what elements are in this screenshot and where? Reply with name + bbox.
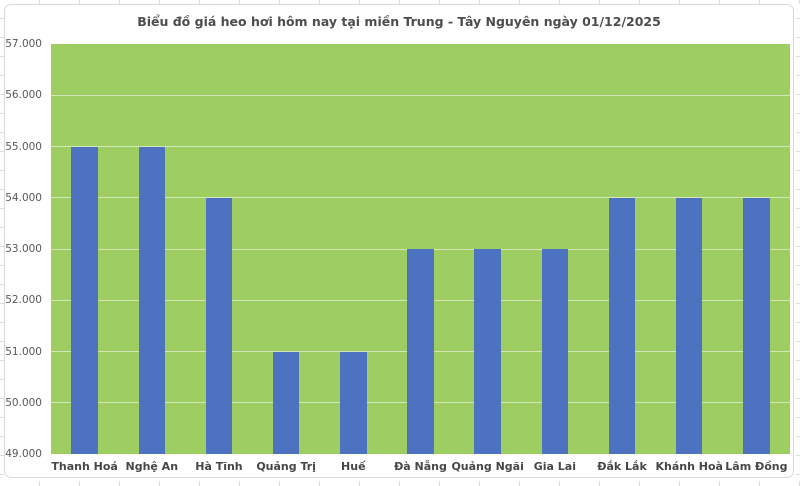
bar-Nghệ An bbox=[138, 146, 166, 454]
x-tick-label: Khánh Hoà bbox=[655, 460, 723, 473]
y-tick-label: 57.000 bbox=[5, 38, 42, 50]
y-tick-label: 50.000 bbox=[5, 396, 42, 409]
y-tick-label: 56.000 bbox=[5, 89, 42, 102]
y-tick-label: 54.000 bbox=[5, 191, 42, 204]
x-tick-label: Đà Nẵng bbox=[394, 460, 447, 473]
bar-Quảng Ngãi bbox=[474, 249, 501, 454]
x-tick-label: Huế bbox=[341, 460, 366, 473]
x-tick-label: Nghệ An bbox=[125, 460, 179, 473]
y-tick-label: 52.000 bbox=[5, 294, 42, 307]
x-tick-label: Gia Lai bbox=[533, 460, 576, 473]
bar-Huế bbox=[340, 351, 367, 454]
y-tick-label: 49.000 bbox=[5, 448, 42, 460]
bar-Hà Tĩnh bbox=[205, 197, 233, 454]
x-tick-label: Quảng Ngãi bbox=[451, 460, 524, 473]
bar-Gia Lai bbox=[541, 249, 569, 454]
x-tick-label: Quảng Trị bbox=[256, 460, 316, 473]
gridline bbox=[51, 197, 790, 199]
x-tick-label: Lâm Đồng bbox=[725, 460, 788, 473]
sheet-column-gridlines-bottom bbox=[0, 481, 800, 486]
y-tick-label: 51.000 bbox=[5, 345, 42, 358]
x-tick-label: Thanh Hoá bbox=[51, 460, 118, 473]
gridline bbox=[51, 94, 790, 96]
y-tick-label: 55.000 bbox=[5, 140, 42, 153]
chart-title: Biểu đồ giá heo hơi hôm nay tại miền Tru… bbox=[137, 14, 661, 29]
y-tick-label: 53.000 bbox=[5, 243, 42, 255]
plot-area bbox=[51, 44, 790, 454]
bar-Thanh Hoá bbox=[71, 146, 98, 454]
bar-Lâm Đồng bbox=[743, 197, 770, 454]
x-tick-label: Hà Tĩnh bbox=[195, 460, 243, 473]
bar-Đà Nẵng bbox=[407, 249, 434, 454]
gridline bbox=[51, 146, 790, 147]
bar-Đắk Lắk bbox=[608, 197, 636, 454]
bar-Khánh Hoà bbox=[675, 197, 703, 454]
bar-Quảng Trị bbox=[272, 351, 300, 454]
x-tick-label: Đắk Lắk bbox=[597, 460, 647, 473]
chart-frame: Biểu đồ giá heo hơi hôm nay tại miền Tru… bbox=[4, 4, 794, 478]
sheet-row-gridlines-right bbox=[796, 0, 800, 486]
